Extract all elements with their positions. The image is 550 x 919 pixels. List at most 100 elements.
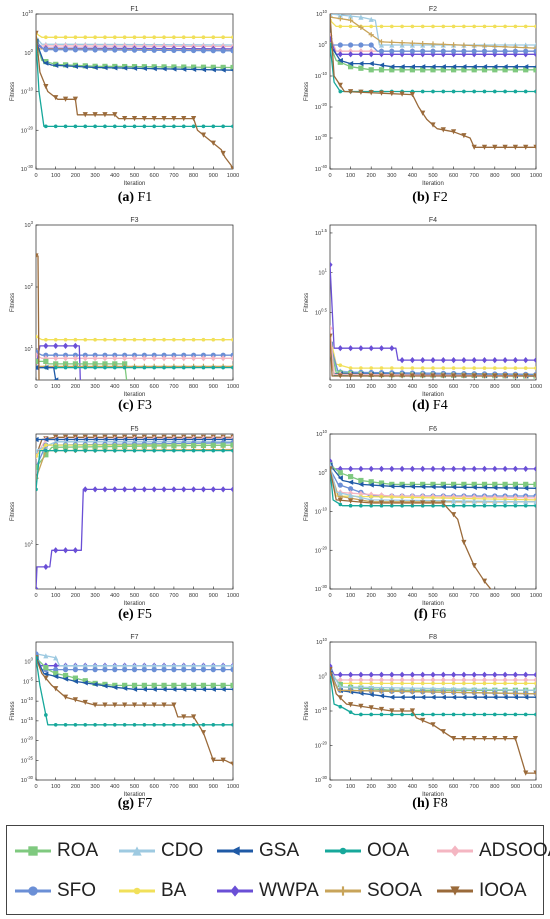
caption-a-text: F1 [137, 190, 153, 205]
series-marker-gsa [440, 694, 446, 700]
series-marker-sfo [210, 667, 216, 673]
series-marker-ooa [103, 365, 107, 370]
series-marker-ba [73, 337, 78, 342]
series-marker-wwpa [492, 671, 498, 678]
series-marker-roa [141, 682, 147, 688]
series-marker-gsa [368, 61, 374, 67]
series-marker-gsa [358, 61, 364, 67]
series-marker-ba [359, 366, 363, 370]
y-tick-label: 10-30 [315, 133, 328, 142]
series-marker-ooa [410, 503, 415, 508]
y-tick-label: 103 [24, 220, 33, 229]
series-marker-ooa [93, 722, 97, 727]
series-marker-ba [152, 35, 157, 40]
series-marker-ooa [73, 365, 78, 370]
series-marker-sfo [53, 352, 59, 358]
series-marker-wwpa [368, 671, 374, 678]
series-marker-sooa [389, 39, 395, 45]
x-tick-label: 900 [209, 593, 218, 599]
series-marker-roa [62, 672, 69, 679]
series-marker-ooa [359, 503, 363, 508]
series-marker-ba [513, 681, 518, 686]
series-marker-iooa [502, 373, 508, 379]
chart-title: F6 [429, 426, 437, 433]
series-marker-ooa [152, 365, 157, 370]
series-marker-sooa [430, 689, 436, 695]
series-marker-gsa [523, 64, 529, 70]
series-marker-iooa [378, 706, 385, 713]
series-marker-ba [122, 337, 127, 342]
series-marker-ooa [221, 448, 225, 453]
caption-b: (b) F2 [330, 190, 530, 206]
series-marker-ba [420, 366, 425, 370]
series-marker-gsa [36, 365, 39, 371]
x-tick-label: 200 [367, 784, 376, 790]
series-marker-gsa [492, 694, 498, 700]
series-marker-ba [44, 35, 48, 40]
series-marker-ooa [63, 365, 68, 370]
legend-marker [132, 846, 142, 856]
series-marker-iooa [330, 466, 333, 472]
x-tick-label: 100 [51, 384, 60, 390]
x-tick-label: 1000 [530, 593, 542, 599]
series-marker-iooa [92, 702, 98, 708]
series-marker-cdo [72, 663, 78, 669]
series-marker-sfo [181, 667, 187, 673]
chart-f8: F8 0 100 200 300 400 500 600 700 800 900 1000 Iterat… [304, 634, 542, 798]
series-marker-sfo [122, 47, 128, 53]
series-marker-ooa [162, 365, 166, 370]
legend-item-sooa: SOOA [325, 874, 422, 908]
series-marker-roa [399, 481, 405, 487]
legend-swatch [217, 885, 253, 897]
series-marker-sfo [181, 47, 187, 54]
series-marker-ba [221, 337, 225, 342]
legend-marker [230, 846, 240, 856]
series-marker-iooa [502, 144, 508, 150]
x-axis-label: Iteration [422, 792, 444, 798]
x-tick-label: 200 [71, 173, 80, 179]
series-marker-sooa [358, 24, 364, 31]
series-marker-gsa [43, 671, 49, 677]
series-marker-iooa [141, 702, 147, 708]
series-marker-sfo [43, 47, 49, 53]
series-marker-ba [472, 366, 477, 370]
x-tick-label: 300 [387, 384, 396, 390]
x-tick-label: 300 [90, 593, 99, 599]
series-marker-iooa [112, 702, 118, 708]
series-marker-roa [368, 479, 374, 485]
series-marker-roa [82, 678, 88, 684]
series-marker-cdo [141, 663, 147, 669]
series-marker-ba [400, 366, 404, 370]
series-marker-ooa [83, 124, 88, 129]
series-line-ooa [36, 657, 233, 726]
legend-item-adsooa: ADSOOA [437, 834, 550, 868]
series-marker-ba [534, 24, 536, 29]
series-marker-iooa [420, 717, 426, 724]
series-marker-roa [43, 59, 49, 65]
series-marker-cdo [43, 653, 49, 659]
x-tick-label: 500 [130, 384, 139, 390]
x-tick-label: 900 [209, 173, 218, 179]
series-marker-sooa [471, 43, 477, 49]
series-marker-iooa [451, 373, 457, 379]
series-marker-wwpa [200, 486, 207, 493]
y-tick-label: 101 [318, 268, 327, 277]
series-marker-ooa [338, 89, 343, 94]
series-marker-sooa [533, 691, 536, 697]
series-marker-roa [481, 67, 488, 73]
series-marker-roa [409, 481, 415, 487]
series-marker-wwpa [171, 486, 177, 493]
y-tick-label: 102 [24, 282, 33, 291]
series-marker-iooa [141, 116, 147, 122]
chart-f6: F6 0 100 200 300 400 500 600 700 800 900 1000 Iterat… [304, 426, 542, 607]
series-marker-iooa [512, 144, 518, 150]
series-marker-wwpa [181, 486, 187, 493]
series-marker-ba [44, 443, 48, 447]
series-marker-ooa [122, 722, 127, 727]
series-marker-gsa [131, 686, 138, 692]
series-marker-iooa [533, 770, 536, 776]
legend-swatch [437, 845, 473, 857]
series-marker-ba [400, 681, 404, 686]
series-marker-roa [36, 464, 39, 470]
chart-title: F5 [130, 426, 138, 433]
